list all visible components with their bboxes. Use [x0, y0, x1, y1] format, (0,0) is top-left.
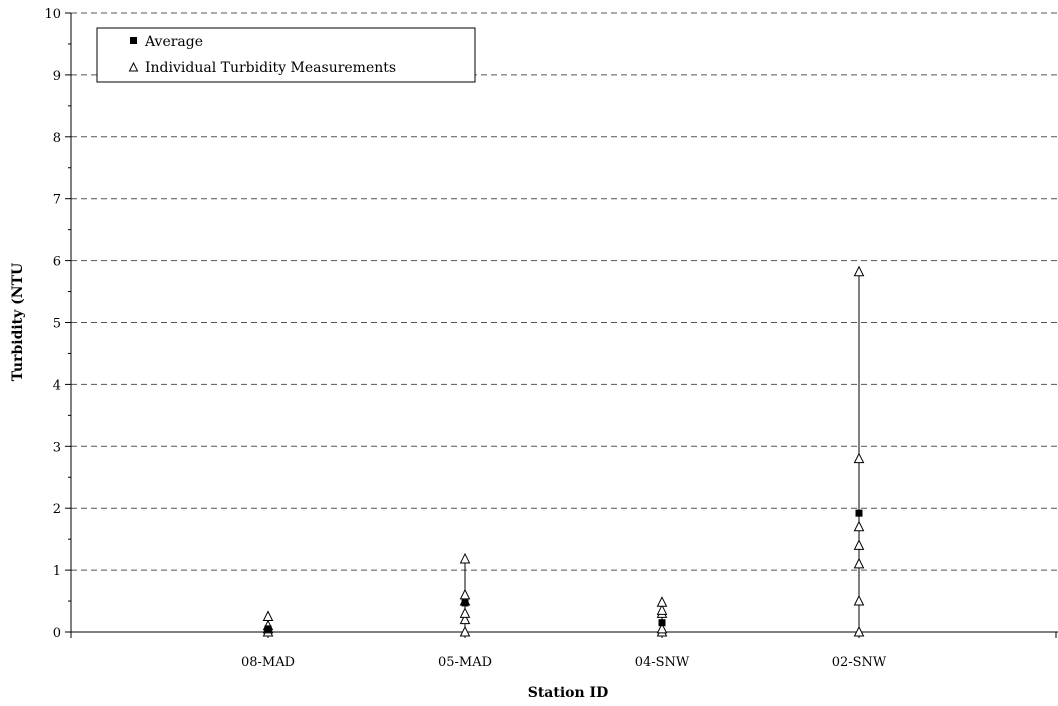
- measurement-point: [656, 622, 668, 634]
- data-points: [262, 265, 865, 637]
- measurement-point: [853, 520, 865, 532]
- measurement-point: [262, 610, 274, 622]
- legend-average-label: Average: [144, 34, 203, 50]
- average-point: [855, 509, 863, 517]
- measurement-point: [459, 607, 471, 618]
- average-point: [461, 599, 469, 607]
- measurement-point: [853, 265, 865, 277]
- legend-individual-label: Individual Turbidity Measurements: [145, 60, 396, 76]
- y-tick-label: 3: [53, 440, 61, 455]
- average-point: [658, 619, 666, 627]
- y-tick-label: 0: [53, 626, 61, 641]
- x-tick-label: 04-SNW: [635, 655, 690, 670]
- y-axis-title: Turbidity (NTU: [10, 263, 26, 381]
- y-ticks: 0 1 2 3 4 5 6 7 8 9 10: [44, 7, 71, 641]
- range-lines: [267, 271, 860, 632]
- legend: Average Individual Turbidity Measurement…: [96, 27, 476, 83]
- gridlines: [71, 12, 1058, 571]
- y-tick-label: 7: [53, 193, 61, 208]
- x-tick-label: 08-MAD: [241, 655, 295, 670]
- y-tick-label: 9: [53, 69, 61, 84]
- x-ticks: 08-MAD 05-MAD 04-SNW 02-SNW: [70, 632, 1057, 670]
- legend-individual-marker: [128, 61, 139, 72]
- measurement-point: [853, 625, 865, 637]
- measurement-point: [853, 557, 865, 569]
- measurement-point: [656, 596, 668, 607]
- measurement-point: [459, 588, 471, 600]
- y-tick-label: 1: [53, 564, 61, 579]
- y-tick-label: 10: [44, 7, 61, 22]
- measurement-point: [656, 604, 668, 615]
- y-tick-label: 4: [53, 378, 61, 393]
- y-tick-label: 8: [53, 131, 61, 146]
- measurement-point: [459, 613, 471, 625]
- x-tick-label: 05-MAD: [438, 655, 492, 670]
- x-tick-label: 02-SNW: [832, 655, 887, 670]
- measurement-point: [853, 539, 865, 550]
- y-tick-label: 2: [53, 502, 61, 517]
- measurement-point: [853, 594, 865, 606]
- average-point: [264, 625, 272, 633]
- legend-box: [96, 27, 476, 83]
- measurement-point: [459, 625, 471, 637]
- measurement-point: [459, 552, 471, 564]
- y-tick-label: 5: [53, 317, 61, 332]
- legend-average-marker: [130, 37, 137, 44]
- y-tick-label: 6: [53, 255, 61, 270]
- x-axis-title: Station ID: [528, 685, 609, 701]
- measurement-point: [853, 452, 865, 464]
